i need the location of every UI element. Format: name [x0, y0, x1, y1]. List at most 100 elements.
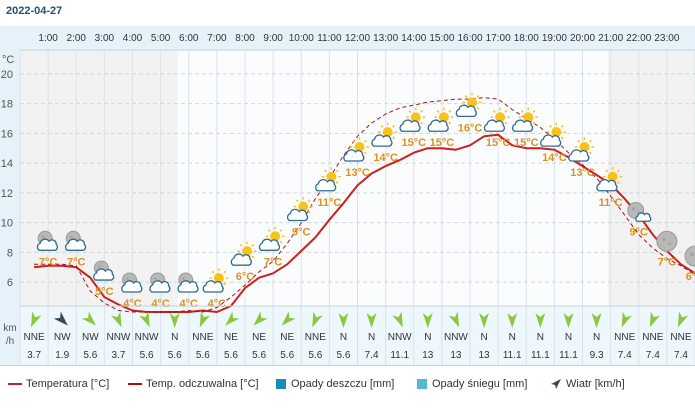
sun-ray	[464, 95, 468, 98]
sun-cloud-icon	[202, 268, 229, 293]
wind-direction: NNE	[24, 332, 45, 343]
sun-disc	[467, 97, 477, 108]
sun-disc	[495, 112, 506, 123]
sun-ray	[296, 199, 299, 203]
cloud-shape	[540, 134, 562, 147]
wind-arrow-shape	[53, 311, 68, 326]
sun-ray	[492, 109, 496, 113]
cloud-shape	[568, 149, 590, 162]
sun-ray	[380, 124, 384, 128]
hour-label: 17:00	[486, 33, 511, 44]
wind-arrow-icon	[677, 311, 689, 328]
cloud-shape	[93, 268, 115, 281]
hour-label: 16:00	[457, 33, 482, 44]
hourly-temp-label: 4°C	[151, 298, 170, 310]
legend-feels-like[interactable]: Temp. odczuwalna [°C]	[128, 378, 259, 390]
moon-crater	[154, 277, 157, 280]
night-cloud-icon	[177, 272, 199, 293]
wind-speed: 13	[479, 350, 491, 361]
moon-disc	[684, 245, 695, 267]
hour-label: 19:00	[542, 33, 567, 44]
wind-speed: 9.3	[590, 350, 604, 361]
hour-label: 13:00	[373, 33, 398, 44]
wind-speed: 13	[450, 350, 462, 361]
wind-arrow-icon	[535, 313, 546, 328]
cloud-shape	[596, 179, 618, 192]
wind-speed: 7.4	[365, 350, 379, 361]
wind-arrow-shape	[139, 311, 150, 328]
wind-speed: 5.6	[308, 350, 322, 361]
wind-speed: 7.4	[618, 350, 632, 361]
hour-label: 7:00	[207, 33, 227, 44]
sun-cloud-icon	[399, 107, 426, 132]
wind-direction: NNW	[444, 332, 468, 343]
cloud-shape	[64, 238, 87, 251]
sun-ray	[448, 109, 452, 113]
wind-arrow-icon	[312, 311, 323, 328]
hour-label: 12:00	[345, 33, 370, 44]
sun-ray	[363, 151, 367, 155]
wind-speed: 5.6	[280, 350, 294, 361]
cloud-shape	[149, 280, 171, 293]
y-tick-label: 20	[1, 69, 13, 81]
sun-disc	[579, 142, 590, 152]
sun-ray	[588, 139, 592, 143]
wind-arrow-icon	[31, 311, 42, 328]
legend-snow-swatch	[417, 379, 427, 389]
wind-speed: 3.7	[27, 350, 41, 361]
moon-icon	[656, 230, 678, 252]
sun-ray	[532, 109, 536, 113]
hour-label: 4:00	[123, 33, 143, 44]
hourly-temp-label: 15°C	[486, 137, 511, 149]
hour-label: 5:00	[151, 33, 171, 44]
wind-direction: N	[593, 332, 600, 343]
wind-direction: N	[509, 332, 516, 343]
wind-arrow-shape	[479, 313, 490, 328]
wind-arrow-icon	[281, 311, 296, 326]
wind-arrow-icon	[550, 378, 562, 390]
legend-temperature[interactable]: Temperatura [°C]	[8, 378, 109, 390]
cloud-shape	[483, 119, 506, 132]
weather-chart: 6 8 10 12 14 16 18 20 °C 1:00 2:00 3:00 4:00 5:00 6:00…	[0, 26, 695, 366]
cloud-shape	[315, 179, 337, 192]
wind-arrow-icon	[649, 311, 661, 328]
wind-arrow-shape	[392, 311, 403, 328]
hour-label: 14:00	[401, 33, 426, 44]
sun-ray	[307, 210, 311, 214]
wind-direction: NNW	[135, 332, 159, 343]
wind-arrow-icon	[81, 311, 96, 326]
legend-feels-like-swatch	[128, 383, 142, 385]
sun-ray	[560, 124, 564, 128]
wind-unit-label: km	[3, 323, 16, 334]
hourly-temp-label: 4°C	[123, 298, 142, 310]
sun-ray	[335, 169, 339, 173]
wind-arrow-icon	[366, 313, 377, 328]
legend-snow[interactable]: Opady śniegu [mm]	[417, 378, 527, 390]
sun-ray	[617, 169, 620, 173]
hour-label: 20:00	[570, 33, 595, 44]
legend-rain[interactable]: Opady deszczu [mm]	[276, 378, 394, 390]
wind-direction: N	[480, 332, 487, 343]
wind-direction: NE	[252, 332, 266, 343]
hourly-temp-label: 11°C	[317, 197, 341, 209]
y-axis-band	[0, 26, 20, 366]
wind-speed: 7.4	[674, 350, 688, 361]
wind-direction: NNW	[106, 332, 130, 343]
wind-arrow-shape	[448, 311, 459, 328]
moon-crater	[126, 277, 129, 280]
sun-ray	[251, 255, 255, 259]
legend-feels-like-label: Temp. odczuwalna [°C]	[146, 378, 259, 390]
night-cloud-icon	[36, 230, 59, 251]
y-tick-label: 12	[1, 188, 13, 200]
hour-label: 9:00	[263, 33, 283, 44]
night-cloud-icon	[121, 272, 143, 293]
cloud-shape	[427, 119, 449, 132]
sun-ray	[267, 229, 271, 232]
wind-direction: N	[537, 332, 544, 343]
legend-wind[interactable]: Wiatr [km/h]	[550, 378, 625, 390]
sun-cloud-icon	[483, 107, 510, 132]
hour-label: 18:00	[514, 33, 539, 44]
wind-arrow-icon	[422, 313, 433, 328]
wind-arrow-shape	[111, 311, 122, 328]
sun-cloud-icon	[596, 167, 623, 192]
